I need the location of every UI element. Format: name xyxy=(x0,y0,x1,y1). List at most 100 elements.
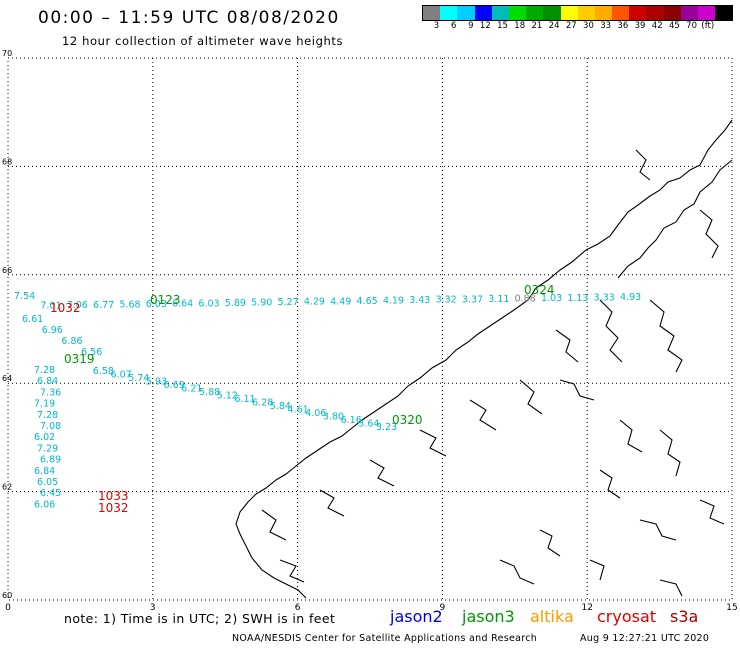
wave-height-value: 6.58 xyxy=(93,366,114,377)
coastline-segment xyxy=(369,459,395,487)
wave-height-value: 3.80 xyxy=(323,412,344,423)
track-time-label: 0320 xyxy=(392,413,423,427)
coastline-segment xyxy=(235,119,733,599)
wave-height-value: 6.16 xyxy=(341,415,362,426)
colorbar-swatch xyxy=(457,6,475,20)
wave-height-value: 1.03 xyxy=(541,293,562,304)
wave-height-value: 7.36 xyxy=(40,387,61,398)
coastline-segment xyxy=(559,379,595,401)
wave-height-value: 6.84 xyxy=(37,376,58,387)
colorbar-swatch xyxy=(577,6,595,20)
wave-height-value: 5.12 xyxy=(217,391,238,402)
wave-height-value: 7.29 xyxy=(37,443,58,454)
coastline-segment xyxy=(617,159,733,279)
coastline-segment xyxy=(659,579,683,597)
coastline-segment xyxy=(699,209,719,259)
coastline-segment xyxy=(599,469,621,499)
generation-timestamp: Aug 9 12:27:21 UTC 2020 xyxy=(580,633,710,644)
coastline-segment xyxy=(589,559,605,581)
colorbar-swatch xyxy=(508,6,527,20)
coastline-segment xyxy=(319,489,345,517)
lat-tick-label: 62 xyxy=(2,483,12,492)
coastline-segment xyxy=(639,519,677,541)
lon-tick-label: 0 xyxy=(5,603,11,613)
wave-height-value: 3.43 xyxy=(409,295,430,306)
wave-height-value: 4.06 xyxy=(305,408,326,419)
wave-height-value: 6.11 xyxy=(234,394,255,405)
wave-height-value: 7.28 xyxy=(34,365,55,376)
wave-height-value: 4.19 xyxy=(383,296,404,307)
wave-height-value: 6.03 xyxy=(198,298,219,309)
colorbar-swatch xyxy=(543,6,561,20)
coastline-segment xyxy=(649,299,683,373)
colorbar-label: 70 xyxy=(686,21,697,31)
track-time-label: 1032 xyxy=(98,501,129,515)
wave-height-value: 7.28 xyxy=(37,410,58,421)
wave-height-colorbar xyxy=(422,5,734,21)
wave-height-value: 3.37 xyxy=(462,294,483,305)
wave-height-value: 6.45 xyxy=(40,488,61,499)
colorbar-label: 45 xyxy=(668,21,680,31)
wave-height-value: 6.89 xyxy=(40,455,61,466)
page-subtitle: 12 hour collection of altimeter wave hei… xyxy=(62,34,344,48)
coastline-segment xyxy=(699,499,725,525)
wave-height-value: 7.54 xyxy=(14,291,35,302)
lat-tick-label: 60 xyxy=(2,591,12,600)
wave-height-value: 5.89 xyxy=(225,298,246,309)
wave-height-value: 6.69 xyxy=(164,380,185,391)
colorbar-label: 21 xyxy=(531,21,543,31)
colorbar-swatch xyxy=(612,6,630,20)
wave-height-value: 4.61 xyxy=(288,405,309,416)
wave-height-value: 7.01 xyxy=(40,301,61,312)
track-time-label: 0319 xyxy=(64,352,95,366)
wave-height-value: 6.84 xyxy=(34,466,55,477)
wave-height-value: 6.96 xyxy=(42,325,63,336)
lon-tick-label: 15 xyxy=(726,603,737,613)
wave-height-value: 1.13 xyxy=(567,293,588,304)
wave-height-value: 6.77 xyxy=(93,300,114,311)
wave-height-value: 6.28 xyxy=(252,398,273,409)
colorbar-swatch xyxy=(491,6,509,20)
wave-height-value: 6.64 xyxy=(172,299,193,310)
colorbar-swatch xyxy=(560,6,578,20)
track-time-label: 1033 xyxy=(98,489,129,503)
colorbar-swatch xyxy=(680,6,698,20)
colorbar-swatch xyxy=(440,6,458,20)
wave-height-value: 4.29 xyxy=(304,297,325,308)
wave-height-value: 5.93 xyxy=(146,377,167,388)
wave-height-value: 3.32 xyxy=(436,295,457,306)
coastline-segment xyxy=(659,429,681,477)
lat-tick-label: 70 xyxy=(2,49,12,58)
colorbar-swatch xyxy=(474,6,492,20)
lon-tick-label: 9 xyxy=(440,603,446,613)
legend-jason3: jason3 xyxy=(462,607,515,626)
wave-height-value: 6.21 xyxy=(181,384,202,395)
axis-tick-labels: 0 3 6 9 12 15 70 68 66 64 62 60 xyxy=(2,49,738,613)
coastline-segment xyxy=(555,329,579,363)
coastline-segment xyxy=(599,299,623,363)
colorbar-swatch xyxy=(526,6,544,20)
colorbar-swatch xyxy=(629,6,647,20)
wave-height-value: 5.27 xyxy=(277,297,298,308)
coastline-segment xyxy=(469,399,497,431)
wave-height-value: 6.02 xyxy=(34,432,55,443)
lat-tick-label: 66 xyxy=(2,266,12,275)
track-time-label: 0324 xyxy=(524,283,555,297)
lon-tick-label: 3 xyxy=(150,603,156,613)
colorbar-swatch xyxy=(698,6,716,20)
track-time-label: 1032 xyxy=(50,301,81,315)
coastline-segment xyxy=(619,419,643,453)
wave-height-value: 7.06 xyxy=(67,300,88,311)
wave-height-value: 6.56 xyxy=(81,347,102,358)
wave-height-value: 3.23 xyxy=(376,422,397,433)
credit-line: NOAA/NESDIS Center for Satellite Applica… xyxy=(232,633,538,644)
colorbar-label: 9 xyxy=(468,21,474,31)
colorbar-label: 42 xyxy=(651,21,663,31)
wave-height-value: 6.86 xyxy=(61,336,82,347)
legend-altika: altika xyxy=(530,607,574,626)
coastline-segment xyxy=(635,149,651,181)
colorbar-label: 15 xyxy=(497,21,508,31)
wave-height-value: 4.93 xyxy=(620,292,641,303)
legend-jason2: jason2 xyxy=(390,607,443,626)
